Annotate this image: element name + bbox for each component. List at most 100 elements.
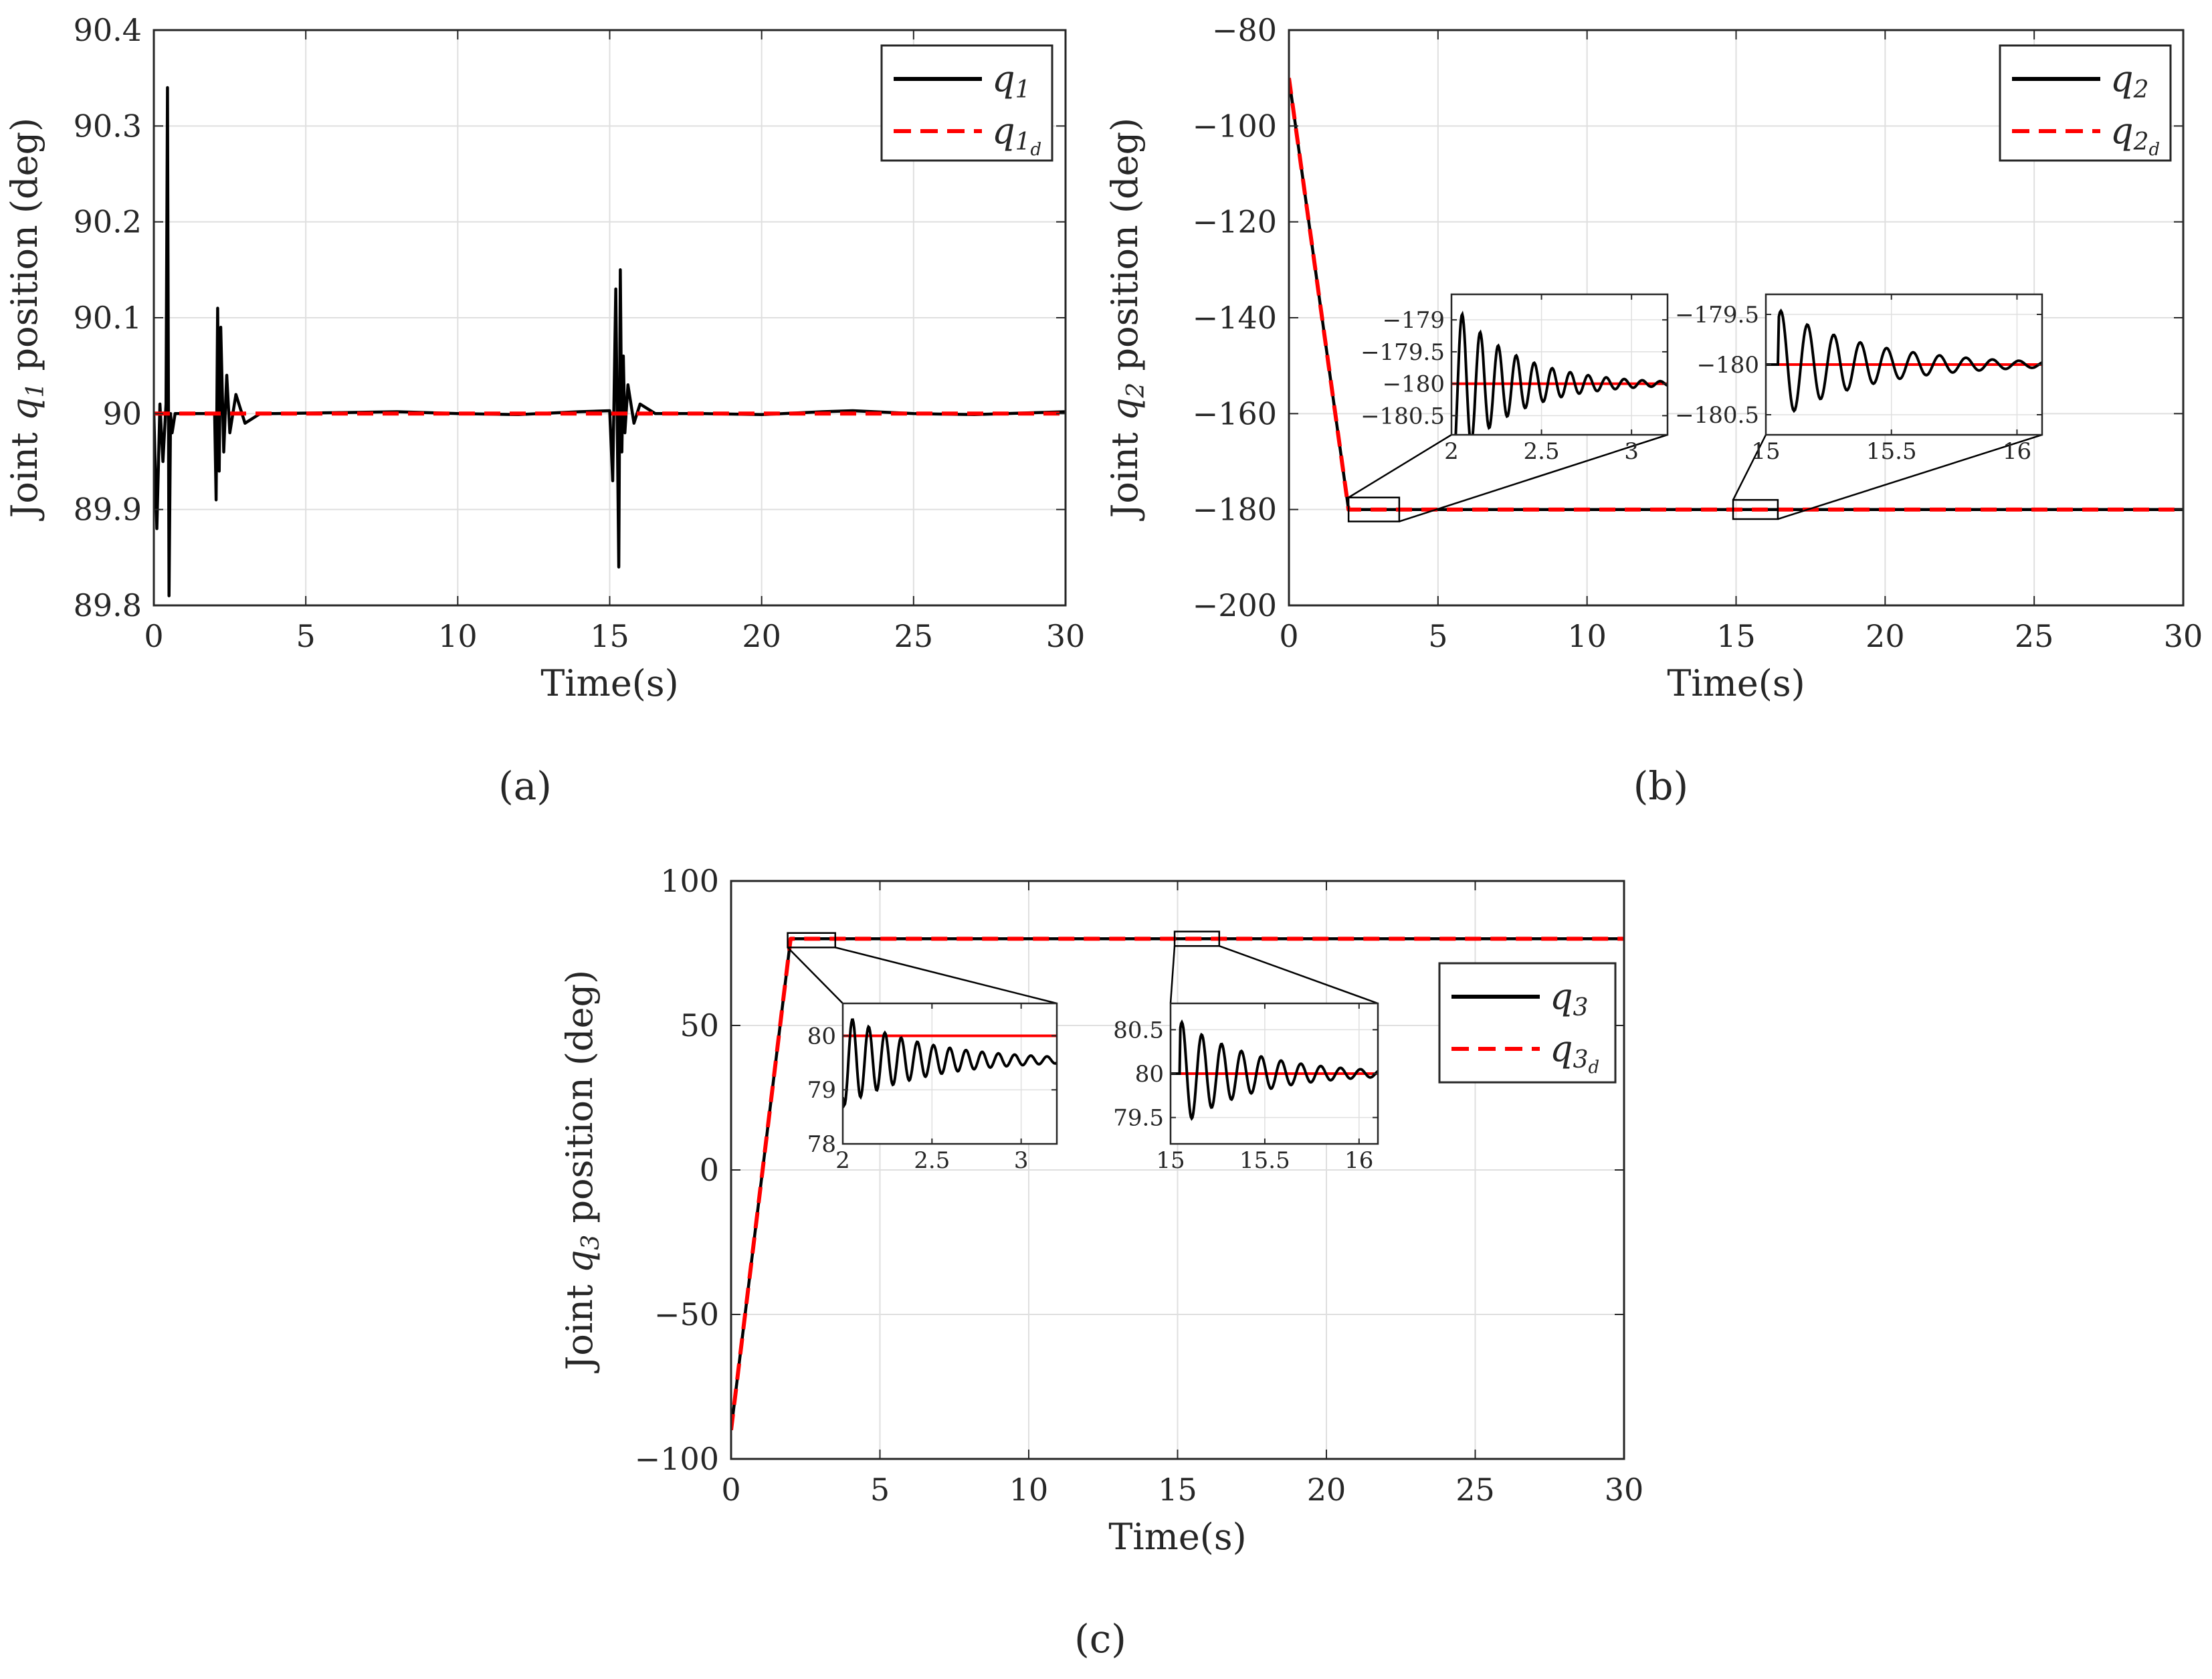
xtick-label-c-inset-1-0: 15 [1156, 1147, 1185, 1174]
ytick-label-c-inset-1-0: 79.5 [1113, 1105, 1164, 1132]
xtick-label-c-inset-0-0: 2 [835, 1147, 850, 1174]
inset-actual-c-inset-1 [1171, 1019, 1378, 1121]
zoom-connector-left-c-inset-1 [1169, 946, 1176, 1004]
panel-a: 0 5 10 15 20 25 30 89.8 89.9 90 90.1 90.2 90.3 90.4 Ti… [3, 12, 1085, 704]
ytick-label-a-3: 90.1 [74, 300, 142, 336]
xtick-label-b-inset-1-1: 15.5 [1866, 438, 1917, 465]
zoom-connector-left-b-inset-0 [1348, 433, 1452, 498]
ytick-label-c-inset-0-1: 79 [807, 1077, 836, 1104]
xtick-label-a-5: 25 [894, 618, 934, 654]
zoom-source-box-b-inset-1 [1732, 499, 1779, 520]
xtick-label-c-1: 5 [870, 1472, 890, 1508]
ytick-label-b-inset-0-0: −180.5 [1361, 403, 1445, 429]
legend-label-c-0: q3 [1550, 975, 1588, 1021]
zoom-connector-right-c-inset-1 [1219, 945, 1379, 1005]
ytick-label-a-1: 89.9 [74, 492, 142, 528]
axes-frame-c-inset-0 [841, 1002, 1058, 1145]
legend-label-b-0: q2 [2110, 58, 2148, 104]
xtick-label-b-1: 5 [1428, 618, 1447, 654]
y-axis-label-a: Joint q1 position (deg) [3, 118, 49, 521]
xtick-label-a-3: 15 [590, 618, 629, 654]
series-line-q3d [731, 936, 1624, 1431]
zoom-connector-right-b-inset-0 [1399, 433, 1668, 522]
panel-c: 0 5 10 15 20 25 30 −100 −50 0 50 100 Time(s) Joint q3… [559, 863, 1643, 1558]
ytick-label-c-0: −100 [635, 1441, 719, 1477]
xtick-label-c-inset-0-1: 2.5 [914, 1147, 950, 1174]
ytick-label-c-inset-0-2: 80 [807, 1023, 836, 1050]
xtick-label-c-inset-1-2: 16 [1344, 1147, 1373, 1174]
x-axis-label-c: Time(s) [1108, 1516, 1246, 1558]
ytick-label-c-inset-1-1: 80 [1135, 1061, 1164, 1088]
ytick-label-b-3: −140 [1193, 300, 1277, 336]
ytick-label-b-inset-0-3: −179 [1383, 307, 1445, 334]
legend-box-a [880, 44, 1053, 162]
ytick-label-a-6: 90.4 [74, 12, 142, 48]
zoom-source-box-b-inset-0 [1347, 496, 1401, 522]
y-axis-label-b: Joint q2 position (deg) [1104, 118, 1150, 521]
ytick-label-a-2: 90 [102, 395, 142, 431]
xtick-label-b-inset-0-0: 2 [1444, 438, 1459, 465]
xtick-label-a-6: 30 [1046, 618, 1086, 654]
xtick-label-b-inset-1-0: 15 [1751, 438, 1780, 465]
xtick-label-b-2: 10 [1567, 618, 1607, 654]
xtick-label-c-4: 20 [1307, 1472, 1346, 1508]
xtick-label-a-2: 10 [438, 618, 478, 654]
ytick-label-b-inset-0-2: −179.5 [1361, 339, 1445, 366]
xtick-label-a-4: 20 [742, 618, 781, 654]
xtick-label-c-0: 0 [721, 1472, 740, 1508]
inset-actual-b-inset-0 [1454, 310, 1668, 435]
x-axis-label-a: Time(s) [540, 662, 678, 704]
ytick-label-c-inset-1-2: 80.5 [1113, 1017, 1164, 1044]
xtick-label-c-2: 10 [1009, 1472, 1049, 1508]
xtick-label-b-inset-1-2: 16 [2003, 438, 2031, 465]
inset-series-c-inset-0 [843, 1018, 1057, 1108]
ytick-label-b-0: −200 [1193, 587, 1277, 623]
series-group-c [731, 936, 1624, 1431]
zoom-connector-right-c-inset-0 [835, 947, 1058, 1005]
inset-series-b-inset-1 [1766, 308, 2042, 413]
panel-label-c: (c) [1074, 1616, 1126, 1662]
xtick-label-c-3: 15 [1158, 1472, 1197, 1508]
ytick-label-c-3: 50 [680, 1007, 719, 1044]
inset-series-b-inset-0 [1451, 310, 1668, 435]
xtick-label-b-0: 0 [1279, 618, 1298, 654]
ytick-label-a-0: 89.8 [74, 587, 142, 623]
ytick-label-b-6: −80 [1212, 12, 1277, 48]
ytick-label-b-2: −160 [1193, 395, 1277, 431]
ytick-label-c-4: 100 [660, 863, 719, 899]
xtick-label-a-0: 0 [144, 618, 163, 654]
xtick-label-a-1: 5 [296, 618, 316, 654]
xtick-label-c-inset-1-1: 15.5 [1239, 1147, 1290, 1174]
zoom-connector-right-b-inset-1 [1777, 433, 2043, 520]
ytick-label-b-1: −180 [1193, 492, 1277, 528]
legend-box-c [1438, 962, 1617, 1084]
xtick-label-b-5: 25 [2015, 618, 2054, 654]
ytick-label-a-4: 90.2 [74, 204, 142, 240]
ytick-label-b-inset-1-1: −180 [1697, 352, 1759, 379]
ytick-label-b-inset-1-0: −180.5 [1675, 402, 1759, 429]
ytick-label-c-inset-0-0: 78 [807, 1131, 836, 1158]
series-group-a [154, 86, 1066, 597]
legend-label-b-1: q2d [2110, 110, 2160, 160]
inset-actual-b-inset-1 [1766, 308, 2042, 413]
panel-label-a: (a) [498, 763, 552, 809]
zoom-source-box-c-inset-1 [1173, 930, 1221, 947]
xtick-label-b-6: 30 [2164, 618, 2203, 654]
panel-label-b: (b) [1633, 763, 1688, 809]
ytick-label-b-5: −100 [1193, 108, 1277, 144]
xtick-label-c-6: 30 [1605, 1472, 1644, 1508]
legend-label-a-1: q1d [992, 110, 1041, 160]
xtick-label-c-inset-0-2: 3 [1014, 1147, 1029, 1174]
ytick-label-b-inset-1-2: −179.5 [1675, 302, 1759, 328]
panel-b: 0 5 10 15 20 25 30 −200 −180 −160 −140 −120 −100 −80 T… [1104, 12, 2203, 704]
zoom-connector-left-b-inset-1 [1732, 434, 1767, 500]
xtick-label-b-inset-0-1: 2.5 [1524, 438, 1560, 465]
xtick-label-b-4: 20 [1866, 618, 1905, 654]
legend-box-b [1999, 44, 2172, 162]
xtick-label-b-3: 15 [1716, 618, 1756, 654]
x-axis-label-b: Time(s) [1667, 662, 1805, 704]
zoom-connector-left-c-inset-0 [787, 947, 843, 1004]
zoom-source-box-c-inset-0 [787, 932, 837, 949]
legend-label-c-1: q3d [1550, 1027, 1599, 1078]
